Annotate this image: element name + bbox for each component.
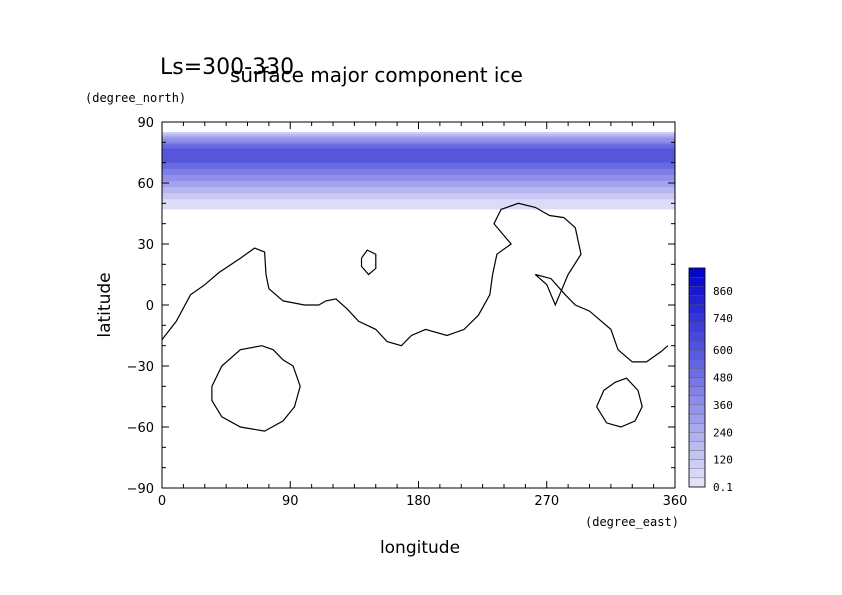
contour-lines bbox=[161, 202, 669, 432]
colorbar-segment bbox=[688, 304, 706, 314]
colorbar-label: 0.1 bbox=[713, 481, 733, 494]
x-tick-label: 90 bbox=[282, 494, 299, 509]
colorbar-segment bbox=[688, 313, 706, 323]
x-tick-label: 360 bbox=[663, 494, 688, 509]
colorbar-label: 480 bbox=[713, 372, 733, 385]
colorbar: 0.1 120 240 360 480 600 740 860 bbox=[688, 267, 733, 494]
colorbar-segment bbox=[688, 432, 706, 442]
contour-continent bbox=[161, 202, 669, 363]
colorbar-segment bbox=[688, 459, 706, 469]
colorbar-segment bbox=[688, 276, 706, 287]
colorbar-segment bbox=[688, 377, 706, 387]
colorbar-segment bbox=[688, 267, 706, 278]
colorbar-segment bbox=[688, 286, 706, 296]
x-tick-label: 180 bbox=[406, 494, 431, 509]
colorbar-label: 600 bbox=[713, 344, 733, 357]
y-tick-label: 60 bbox=[137, 177, 154, 192]
colorbar-segment bbox=[688, 340, 706, 351]
colorbar-segment bbox=[688, 359, 706, 369]
y-axis-label: latitude bbox=[95, 272, 115, 337]
colorbar-label: 360 bbox=[713, 399, 733, 412]
contour-island-south-west bbox=[211, 345, 301, 432]
y-tick-label: −90 bbox=[127, 482, 154, 497]
colorbar-segment bbox=[688, 395, 706, 406]
ice-contour-fills bbox=[162, 132, 675, 210]
colorbar-label: 740 bbox=[713, 312, 733, 325]
contour-island-south-east bbox=[596, 377, 643, 428]
colorbar-segment bbox=[688, 413, 706, 424]
colorbar-segment bbox=[688, 386, 706, 396]
y-tick-label: 30 bbox=[137, 238, 154, 253]
colorbar-segment bbox=[688, 368, 706, 378]
y-tick-label: 90 bbox=[137, 116, 154, 131]
plot-axes: 0 90 180 270 360 90 60 30 0 −30 −60 −90 bbox=[127, 116, 688, 509]
y-tick-label: −30 bbox=[127, 360, 154, 375]
x-tick-label: 270 bbox=[534, 494, 559, 509]
contour-island-north bbox=[360, 249, 377, 276]
x-axis-label: longitude bbox=[380, 538, 460, 558]
colorbar-segment bbox=[688, 441, 706, 451]
colorbar-segment bbox=[688, 450, 706, 460]
colorbar-segment bbox=[688, 331, 706, 342]
y-tick-label: 0 bbox=[146, 299, 154, 314]
chart-title: surface major component ice bbox=[230, 63, 523, 87]
colorbar-label: 240 bbox=[713, 426, 733, 439]
colorbar-label: 120 bbox=[713, 454, 733, 467]
colorbar-segment bbox=[688, 422, 706, 433]
colorbar-segment bbox=[688, 295, 706, 305]
x-tick-label: 0 bbox=[158, 494, 166, 509]
chart-overlay-title: Ls=300-330 bbox=[160, 55, 294, 80]
ice-band-7 bbox=[162, 148, 675, 163]
y-tick-label: −60 bbox=[127, 421, 154, 436]
colorbar-segment bbox=[688, 404, 706, 415]
colorbar-segment bbox=[688, 468, 706, 479]
colorbar-label: 860 bbox=[713, 285, 733, 298]
colorbar-segment bbox=[688, 322, 706, 333]
y-axis-units: (degree_north) bbox=[85, 91, 186, 105]
x-axis-units: (degree_east) bbox=[585, 515, 679, 529]
colorbar-segment bbox=[688, 477, 706, 488]
colorbar-segment bbox=[688, 349, 706, 360]
colorbar-frame bbox=[688, 267, 706, 488]
